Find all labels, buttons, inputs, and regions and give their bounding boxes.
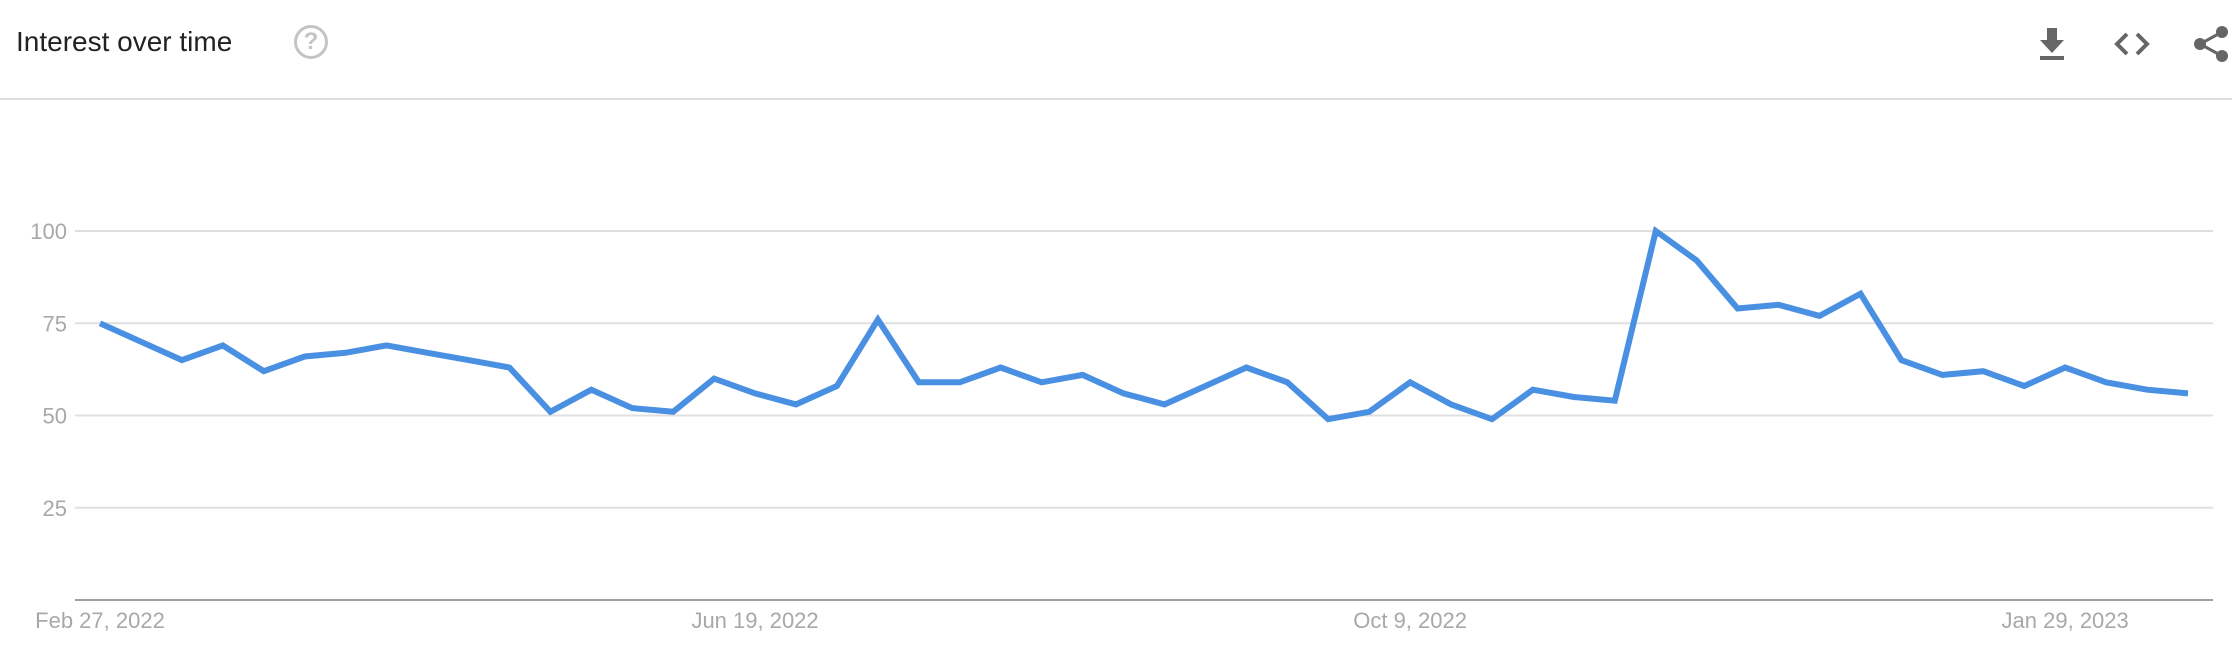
data-point[interactable]	[138, 339, 144, 345]
data-point[interactable]	[261, 368, 267, 374]
series-line	[98, 225, 2189, 423]
data-point[interactable]	[97, 320, 103, 326]
data-point[interactable]	[1939, 372, 1945, 378]
data-point[interactable]	[1776, 302, 1782, 308]
data-point[interactable]	[1448, 401, 1454, 407]
data-point[interactable]	[506, 365, 512, 371]
download-icon[interactable]	[2032, 24, 2072, 64]
data-point[interactable]	[834, 383, 840, 389]
data-point[interactable]	[1325, 416, 1331, 422]
data-point[interactable]	[2062, 365, 2068, 371]
data-point[interactable]	[1735, 305, 1741, 311]
data-point[interactable]	[629, 405, 635, 411]
data-point[interactable]	[343, 350, 349, 356]
data-point[interactable]	[711, 376, 717, 382]
data-point[interactable]	[1243, 365, 1249, 371]
help-circle-icon[interactable]: ?	[294, 25, 328, 59]
data-point[interactable]	[1080, 372, 1086, 378]
data-point[interactable]	[1530, 387, 1536, 393]
x-tick-label: Oct 9, 2022	[1353, 608, 1467, 633]
data-point[interactable]	[670, 409, 676, 415]
x-tick-label: Jun 19, 2022	[691, 608, 818, 633]
embed-code-icon[interactable]	[2112, 24, 2152, 64]
data-point[interactable]	[1407, 379, 1413, 385]
data-point[interactable]	[2144, 387, 2150, 393]
data-point[interactable]	[588, 387, 594, 393]
data-point[interactable]	[220, 342, 226, 348]
data-point[interactable]	[1817, 313, 1823, 319]
data-point[interactable]	[465, 357, 471, 363]
data-point[interactable]	[793, 401, 799, 407]
data-point[interactable]	[1694, 258, 1700, 264]
chart-title: Interest over time	[16, 26, 233, 57]
share-icon[interactable]	[2192, 24, 2232, 64]
data-point[interactable]	[1898, 357, 1904, 363]
chart-header: Interest over time ?	[0, 0, 2232, 100]
y-tick-label: 75	[43, 311, 67, 336]
data-point[interactable]	[179, 357, 185, 363]
data-point[interactable]	[1366, 409, 1372, 415]
data-point[interactable]	[1284, 379, 1290, 385]
data-point[interactable]	[2021, 383, 2027, 389]
data-point[interactable]	[1857, 291, 1863, 297]
data-point[interactable]	[875, 317, 881, 323]
data-point[interactable]	[384, 342, 390, 348]
y-tick-label: 25	[43, 496, 67, 521]
data-point[interactable]	[957, 379, 963, 385]
y-tick-label: 100	[30, 219, 67, 244]
data-point[interactable]	[916, 379, 922, 385]
y-tick-label: 50	[43, 404, 67, 429]
data-point[interactable]	[1121, 390, 1127, 396]
data-point[interactable]	[998, 365, 1004, 371]
data-point[interactable]	[425, 350, 431, 356]
data-point[interactable]	[1489, 416, 1495, 422]
data-point[interactable]	[1653, 228, 1659, 234]
data-point[interactable]	[1980, 368, 1986, 374]
data-point[interactable]	[1161, 401, 1167, 407]
x-tick-label: Jan 29, 2023	[2002, 608, 2129, 633]
data-point[interactable]	[2185, 390, 2191, 396]
data-point[interactable]	[547, 409, 553, 415]
data-point[interactable]	[1039, 379, 1045, 385]
data-point[interactable]	[1571, 394, 1577, 400]
data-point[interactable]	[1612, 398, 1618, 404]
data-point[interactable]	[752, 390, 758, 396]
data-point[interactable]	[2103, 379, 2109, 385]
data-point[interactable]	[302, 353, 308, 359]
x-tick-label: Feb 27, 2022	[35, 608, 165, 633]
data-point[interactable]	[1202, 383, 1208, 389]
